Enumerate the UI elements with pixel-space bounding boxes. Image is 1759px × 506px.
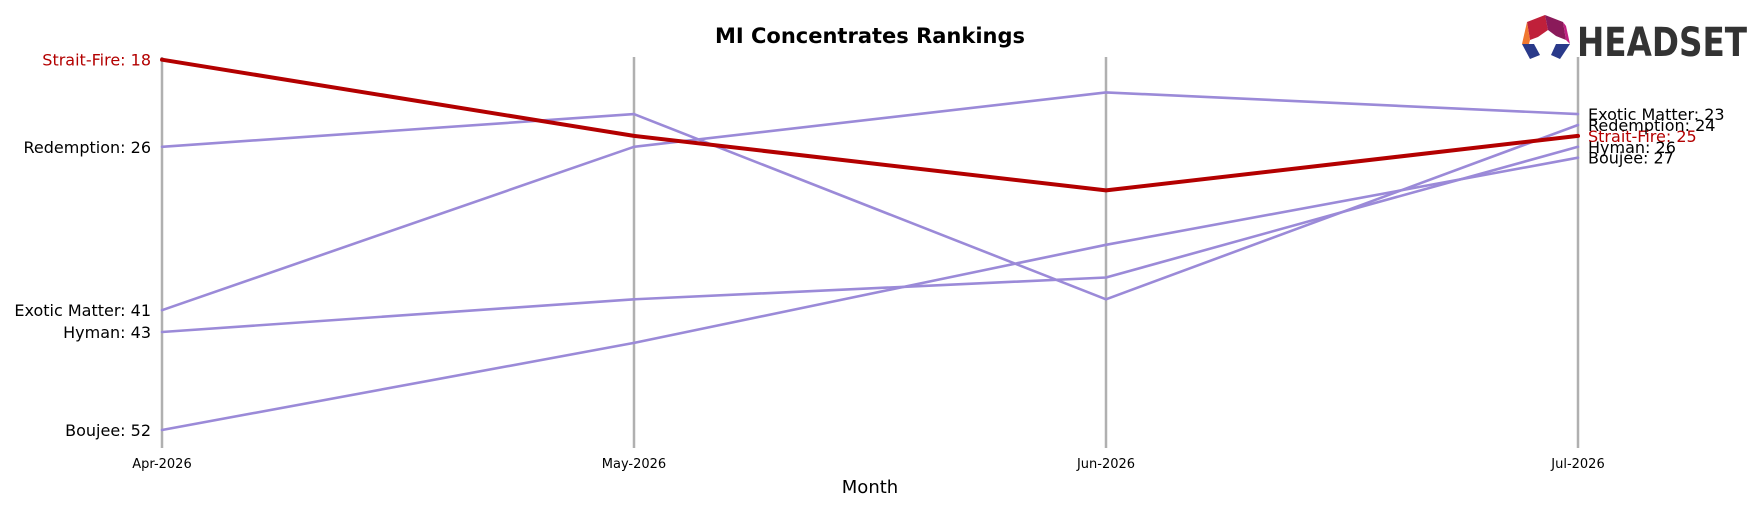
series-lines xyxy=(160,57,1580,432)
end-label-strait-fire: Strait-Fire: 25 xyxy=(1588,127,1697,146)
x-tick-label: Apr-2026 xyxy=(132,457,191,472)
end-label-boujee: Boujee: 27 xyxy=(1588,149,1674,168)
chart-title: MI Concentrates Rankings xyxy=(715,24,1025,48)
logo-wordmark: HEADSET xyxy=(1577,20,1748,66)
series-line-boujee xyxy=(160,156,1580,432)
headset-logo: HEADSET xyxy=(1522,15,1748,66)
start-labels: Strait-Fire: 18 Redemption: 26 Exotic Matt… xyxy=(14,51,151,440)
x-axis-label: Month xyxy=(842,477,898,498)
x-tick-label: Jul-2026 xyxy=(1550,457,1604,472)
x-axis-ticks: Apr-2026 May-2026 Jun-2026 Jul-2026 xyxy=(132,457,1604,472)
headset-hexagon-logo-icon xyxy=(1522,15,1570,59)
start-label-exotic-matter: Exotic Matter: 41 xyxy=(14,301,151,320)
start-label-boujee: Boujee: 52 xyxy=(65,421,151,440)
gridlines xyxy=(160,57,1580,448)
series-line-strait-fire xyxy=(160,57,1580,193)
end-label-hyman: Hyman: 26 xyxy=(1588,138,1676,157)
x-tick-label: Jun-2026 xyxy=(1076,457,1135,472)
x-tick-label: May-2026 xyxy=(602,457,666,472)
start-label-hyman: Hyman: 43 xyxy=(63,323,151,342)
series-line-exotic-matter xyxy=(160,91,1580,312)
start-label-strait-fire: Strait-Fire: 18 xyxy=(42,51,151,70)
start-label-redemption: Redemption: 26 xyxy=(24,138,151,157)
end-label-redemption: Redemption: 24 xyxy=(1588,116,1715,135)
series-line-hyman xyxy=(160,145,1580,334)
end-label-exotic-matter: Exotic Matter: 23 xyxy=(1588,105,1725,124)
